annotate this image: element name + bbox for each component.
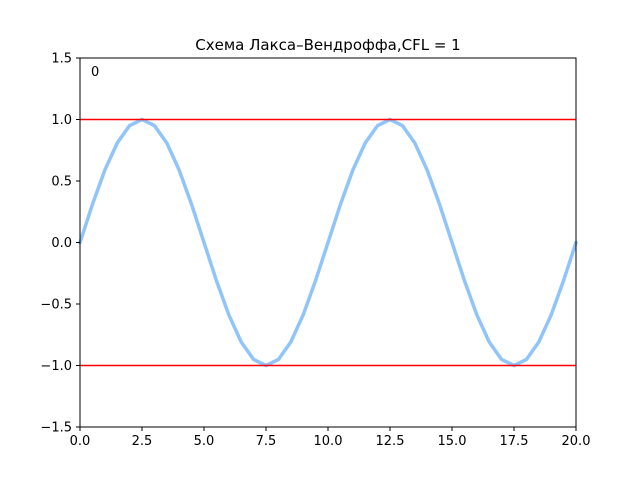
plot-layer <box>78 117 578 368</box>
y-tick-label: −1.5 <box>40 421 72 436</box>
y-tick-label: 0.5 <box>51 175 72 190</box>
y-tick-label: 1.5 <box>51 52 72 67</box>
axes-layer: 0.0 2.5 5.0 7.5 10.0 12.5 15.0 17.5 20.0 −1.5 −1.0… <box>40 52 590 450</box>
plot-frame <box>79 57 577 428</box>
x-tick-label: 0.0 <box>70 434 91 449</box>
x-tick-label: 7.5 <box>256 434 277 449</box>
frame-annotation: 0 <box>91 65 99 80</box>
y-tick-label: −0.5 <box>40 298 72 313</box>
x-tick-label: 15.0 <box>438 434 467 449</box>
chart-title: Схема Лакса–Вендроффа,CFL = 1 <box>195 36 460 54</box>
x-tick-label: 20.0 <box>562 434 591 449</box>
x-tick-label: 5.0 <box>194 434 215 449</box>
x-tick-label: 12.5 <box>376 434 405 449</box>
series-line-0 <box>78 117 578 368</box>
x-tick-label: 17.5 <box>500 434 529 449</box>
y-tick-label: −1.0 <box>40 359 72 374</box>
x-tick-label: 2.5 <box>132 434 153 449</box>
y-tick-label: 1.0 <box>51 113 72 128</box>
y-tick-label: 0.0 <box>51 236 72 251</box>
x-tick-label: 10.0 <box>314 434 343 449</box>
